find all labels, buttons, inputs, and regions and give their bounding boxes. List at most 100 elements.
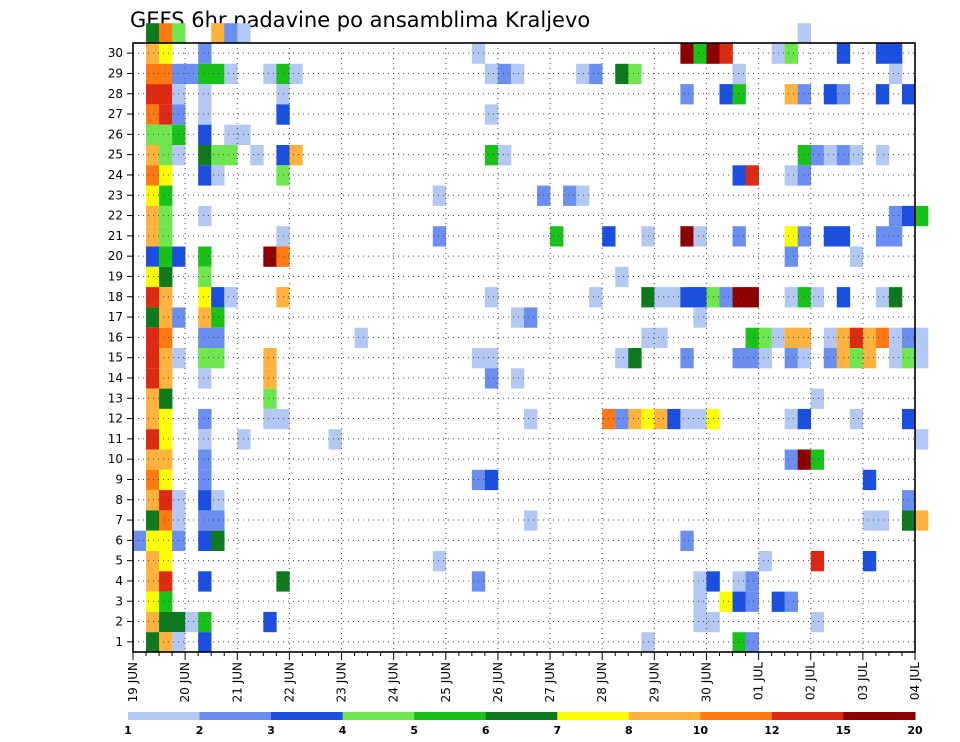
heatmap-cell	[159, 84, 173, 105]
heatmap-cell	[797, 408, 812, 430]
heatmap-cell	[146, 63, 160, 85]
heatmap-cell	[159, 266, 173, 288]
heatmap-cell	[810, 551, 825, 572]
heatmap-cell	[680, 84, 694, 105]
heatmap-cell	[159, 145, 173, 166]
colorbar-segment	[771, 712, 844, 720]
heatmap-cell	[146, 429, 160, 450]
colorbar-segment	[843, 712, 916, 720]
heatmap-cell	[797, 84, 812, 105]
heatmap-cell	[875, 510, 890, 531]
colorbar-label: 6	[482, 724, 490, 737]
heatmap-cell	[484, 145, 499, 166]
x-tick-label: 19 JUN	[126, 662, 140, 702]
heatmap-cell	[159, 591, 173, 612]
y-tick-label: 13	[108, 391, 123, 405]
heatmap-cell	[289, 63, 303, 85]
heatmap-cell	[432, 551, 447, 572]
y-tick-label: 6	[115, 533, 123, 547]
heatmap-cell	[693, 571, 707, 592]
heatmap-cell	[888, 226, 903, 247]
heatmap-cell	[888, 327, 903, 348]
heatmap-cell	[745, 165, 759, 186]
heatmap-cell	[915, 205, 929, 227]
heatmap-cell	[211, 165, 225, 186]
colorbar-segment	[485, 712, 558, 720]
y-tick-label: 30	[108, 46, 123, 60]
heatmap-cell	[198, 266, 212, 288]
heatmap-cell	[198, 408, 212, 430]
heatmap-cell	[654, 287, 668, 308]
heatmap-cell	[745, 287, 759, 308]
heatmap-cell	[888, 287, 903, 308]
y-tick-label: 8	[115, 493, 123, 507]
heatmap-cell	[198, 205, 212, 227]
heatmap-cell	[159, 490, 173, 511]
heatmap-cell	[224, 287, 238, 308]
heatmap-cell	[693, 226, 707, 247]
heatmap-cell	[159, 185, 173, 206]
heatmap-cell	[172, 611, 186, 633]
heatmap-cell	[784, 327, 798, 348]
heatmap-cell	[198, 145, 212, 166]
y-tick-label: 26	[108, 127, 123, 141]
heatmap-cell	[849, 246, 864, 267]
x-tick-label: 03 JUL	[856, 662, 870, 700]
heatmap-cell	[198, 104, 212, 125]
y-tick-label: 14	[108, 371, 123, 385]
heatmap-cell	[146, 287, 160, 308]
heatmap-cell	[615, 63, 629, 85]
heatmap-cell	[732, 571, 746, 592]
heatmap-cell	[862, 348, 877, 369]
x-tick-label: 04 JUL	[908, 662, 922, 700]
y-tick-label: 10	[108, 452, 123, 466]
heatmap-cell	[211, 327, 225, 348]
heatmap-cell	[784, 246, 798, 267]
heatmap-cell	[589, 287, 603, 308]
x-tick-label: 23 JUN	[335, 662, 349, 702]
heatmap-cell	[510, 307, 525, 328]
heatmap-cell	[745, 591, 759, 612]
heatmap-cell	[263, 368, 277, 389]
y-tick-label: 29	[108, 66, 123, 80]
heatmap-cell	[524, 510, 538, 531]
heatmap-cells	[133, 23, 929, 653]
heatmap-cell	[862, 510, 877, 531]
heatmap-cell	[745, 632, 759, 653]
heatmap-cell	[810, 287, 825, 308]
y-tick-label: 5	[115, 554, 123, 568]
heatmap-cell	[146, 611, 160, 633]
heatmap-cell	[159, 23, 173, 44]
y-tick-label: 12	[108, 412, 123, 426]
heatmap-cell	[146, 43, 160, 64]
heatmap-cell	[146, 327, 160, 348]
heatmap-cell	[875, 84, 890, 105]
heatmap-cell	[159, 551, 173, 572]
heatmap-cell	[667, 408, 681, 430]
heatmap-cell	[185, 611, 199, 633]
heatmap-cell	[497, 145, 512, 166]
heatmap-cell	[888, 348, 903, 369]
y-tick-label: 17	[108, 310, 123, 324]
y-tick-label: 25	[108, 148, 123, 162]
heatmap-cell	[810, 145, 825, 166]
x-tick-label: 30 JUN	[699, 662, 713, 702]
heatmap-cell	[693, 611, 707, 633]
colorbar-segment	[414, 712, 487, 720]
x-axis-ticks: 19 JUN 20 JUN 21 JUN 22 JUN 23 JUN 24 JUN 25 J…	[126, 652, 922, 702]
colorbar-label: 5	[410, 724, 418, 737]
heatmap-cell	[810, 611, 825, 633]
heatmap-cell	[146, 551, 160, 572]
heatmap-cell	[654, 327, 668, 348]
heatmap-cell	[146, 23, 160, 44]
x-tick-label: 26 JUN	[491, 662, 505, 702]
heatmap-cell	[693, 287, 707, 308]
x-tick-label: 01 JUL	[752, 662, 766, 700]
heatmap-cell	[198, 611, 212, 633]
y-tick-label: 27	[108, 107, 123, 121]
heatmap-cell	[862, 469, 877, 491]
heatmap-cell	[797, 165, 812, 186]
heatmap-cell	[159, 408, 173, 430]
heatmap-cell	[680, 287, 694, 308]
y-tick-label: 7	[115, 513, 123, 527]
